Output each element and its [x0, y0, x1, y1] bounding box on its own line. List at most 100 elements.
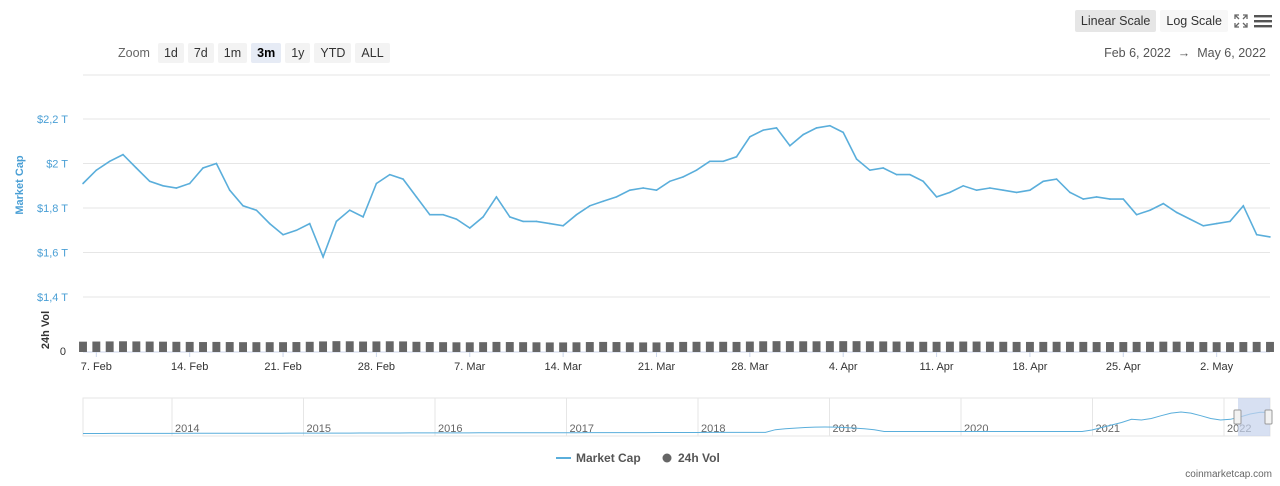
market-cap-point [935, 196, 938, 198]
volume-bar [839, 341, 848, 352]
market-cap-point [909, 173, 911, 176]
volume-bar [1172, 341, 1181, 352]
market-cap-point [1095, 196, 1098, 198]
volume-bar [1212, 342, 1221, 352]
y-tick-label: $2 T [46, 159, 68, 171]
volume-bar [439, 342, 448, 352]
volume-bar [865, 341, 874, 352]
navigator-line [83, 411, 1271, 434]
zoom-label: Zoom [118, 46, 150, 60]
volume-zero-label: 0 [60, 346, 66, 358]
volume-bar [1105, 342, 1114, 352]
volume-bar [1092, 342, 1101, 352]
market-cap-point [1082, 198, 1085, 200]
zoom-ytd-button[interactable]: YTD [314, 43, 352, 63]
volume-bar [239, 342, 248, 352]
volume-bar [1226, 342, 1234, 352]
volume-bar [359, 341, 368, 352]
volume-bar [132, 341, 141, 352]
volume-bar [505, 342, 514, 352]
zoom-7d-button[interactable]: 7d [187, 43, 214, 63]
volume-bar [679, 341, 688, 352]
y-tick-label: $2,2 T [37, 114, 68, 126]
market-cap-point [589, 204, 591, 207]
zoom-all-button[interactable]: ALL [355, 43, 390, 63]
volume-bar [572, 342, 581, 352]
volume-bar [852, 341, 861, 352]
navigator-year-label: 2015 [307, 423, 331, 435]
market-cap-point [162, 184, 164, 187]
legend-volume-swatch [662, 453, 672, 463]
market-cap-point [695, 169, 698, 171]
volume-bar [345, 341, 354, 352]
market-cap-point [1135, 213, 1138, 216]
volume-bar [1132, 341, 1141, 352]
volume-bar [119, 341, 127, 352]
market-cap-point [175, 187, 178, 189]
zoom-1d-button[interactable]: 1d [157, 43, 184, 63]
volume-bar [892, 341, 901, 352]
log-scale-button[interactable]: Log Scale [1160, 10, 1228, 32]
volume-bar [292, 342, 301, 352]
navigator-year-label: 2017 [570, 423, 594, 435]
x-tick-label: 4. Apr [829, 361, 858, 373]
navigator-year-label: 2016 [438, 423, 462, 435]
volume-bar [825, 341, 834, 352]
market-cap-point [642, 187, 644, 189]
market-cap-point [215, 162, 218, 165]
market-cap-point [188, 182, 191, 185]
market-cap-point [428, 213, 431, 216]
x-tick-label: 28. Mar [731, 361, 769, 373]
volume-bar [772, 341, 781, 352]
volume-bar [919, 341, 928, 352]
navigator-year-label: 2020 [964, 423, 988, 435]
volume-bar [252, 342, 261, 352]
market-cap-point [282, 233, 284, 236]
market-cap-point [402, 178, 404, 180]
volume-bar [719, 341, 728, 352]
market-cap-line [82, 124, 1271, 260]
legend-volume-label: 24h Vol [678, 451, 720, 465]
market-cap-point [508, 216, 511, 218]
volume-bar [332, 341, 341, 352]
volume-bar [225, 342, 234, 352]
y-tick-label: $1,8 T [37, 203, 68, 215]
volume-bar [465, 342, 474, 352]
y-axis-title: Market Cap [14, 155, 26, 215]
volume-bar [879, 341, 888, 352]
y-tick-label: $1,4 T [37, 292, 68, 304]
expand-icon[interactable] [1232, 12, 1250, 30]
zoom-1y-button[interactable]: 1y [285, 43, 311, 63]
volume-bar [585, 342, 594, 352]
volume-bar [385, 341, 394, 352]
linear-scale-button[interactable]: Linear Scale [1074, 10, 1157, 32]
volume-bar [1025, 341, 1034, 352]
market-cap-point [1002, 189, 1005, 191]
volume-bar [799, 341, 808, 352]
volume-bar [705, 341, 714, 352]
volume-bar [999, 341, 1008, 352]
volume-bar [1252, 341, 1261, 352]
market-cap-point [535, 220, 538, 223]
volume-bar [425, 342, 434, 352]
market-cap-point [1069, 191, 1071, 194]
volume-bar [212, 341, 221, 352]
market-cap-point [575, 213, 578, 216]
zoom-1m-button[interactable]: 1m [217, 43, 248, 63]
volume-bar [732, 341, 741, 352]
market-cap-point [1162, 202, 1165, 205]
hamburger-menu-icon[interactable] [1254, 12, 1272, 30]
volume-bar [905, 341, 914, 352]
volume-bar [785, 341, 794, 352]
market-cap-point [949, 191, 951, 194]
volume-bar [532, 342, 541, 352]
volume-bar [305, 341, 314, 352]
market-cap-point [242, 204, 244, 207]
market-cap-point [295, 229, 298, 232]
zoom-3m-button[interactable]: 3m [251, 43, 282, 63]
market-cap-point [829, 124, 831, 127]
market-cap-point [669, 180, 671, 183]
market-cap-point [1189, 218, 1191, 220]
volume-bar [1012, 341, 1021, 352]
